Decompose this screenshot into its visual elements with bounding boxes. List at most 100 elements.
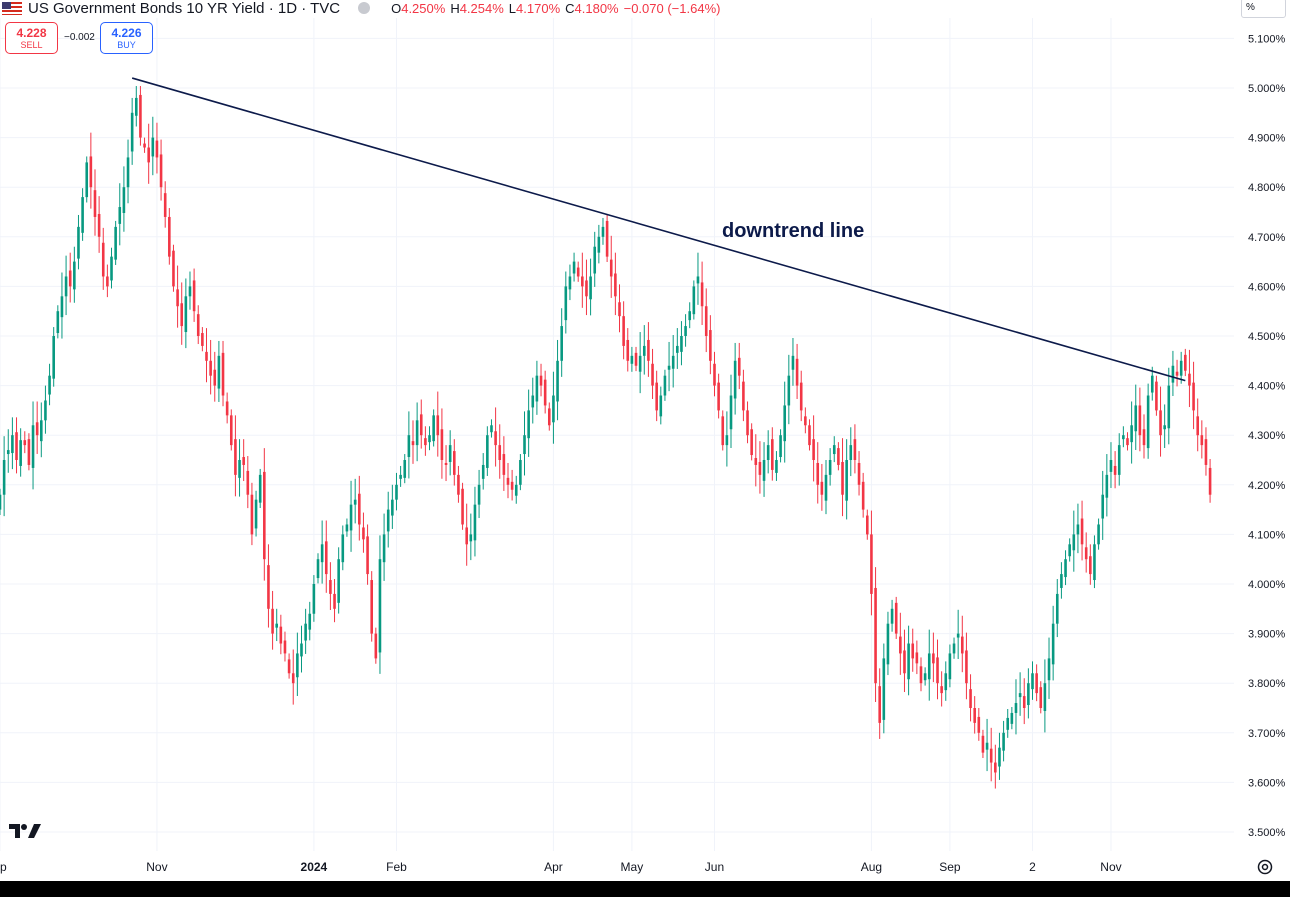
candle [176, 265, 179, 328]
candle [721, 410, 725, 451]
candle [494, 407, 497, 467]
y-tick-label: 3.900% [1248, 629, 1286, 641]
candle [97, 196, 101, 253]
candle [382, 513, 386, 581]
candle [23, 431, 27, 454]
candle [217, 340, 221, 402]
candle [130, 97, 134, 165]
candle [1072, 510, 1076, 572]
candle [188, 271, 192, 310]
y-tick-label: 3.800% [1248, 678, 1286, 690]
candle [143, 137, 146, 153]
candle [932, 632, 935, 683]
axis-unit-toggle[interactable]: % [1241, 0, 1286, 18]
candle [655, 370, 658, 422]
candle [560, 308, 563, 377]
grid [0, 18, 1234, 851]
candle [514, 475, 518, 504]
candle [77, 214, 80, 270]
candle [209, 339, 212, 395]
buy-button[interactable]: 4.226 BUY [100, 22, 153, 54]
candle [923, 667, 927, 686]
y-axis[interactable]: 5.100% 5.000% 4.900% 4.800% 4.700% 4.600% 4.50… [1248, 33, 1286, 839]
candle [808, 419, 811, 451]
candle [973, 696, 976, 734]
candle [985, 718, 989, 772]
y-tick-label: 4.000% [1248, 579, 1286, 591]
candle [1126, 432, 1129, 451]
candle [663, 369, 667, 401]
candle [576, 261, 580, 282]
y-tick-label: 4.700% [1248, 232, 1286, 244]
ohlc-values: O 4.250% H 4.254% L 4.170% C 4.180% −0.070 (… [386, 1, 720, 16]
candle [787, 354, 791, 425]
candle [19, 428, 22, 477]
candle [799, 370, 803, 422]
x-tick-label: Nov [146, 860, 167, 874]
y-tick-label: 4.100% [1248, 529, 1286, 541]
x-tick-label: Sep [939, 860, 961, 874]
candle [994, 744, 997, 789]
candle [543, 370, 547, 414]
y-tick-label: 4.300% [1248, 430, 1286, 442]
downtrend-line[interactable] [131, 77, 1186, 382]
candle [353, 478, 357, 524]
bottom-bar [0, 881, 1290, 897]
candle [486, 426, 489, 476]
low-value: 4.170% [516, 0, 561, 16]
candle [1130, 401, 1133, 464]
candle [358, 475, 361, 541]
candle [163, 181, 167, 228]
candle [31, 401, 35, 490]
candle [457, 465, 460, 503]
candle [940, 671, 943, 707]
candle [890, 599, 894, 632]
candle [337, 547, 340, 614]
candle [911, 628, 915, 672]
candle [296, 632, 299, 696]
chart-header: US Government Bonds 10 YR Yield · 1D · T… [0, 0, 720, 17]
candle [824, 460, 828, 515]
sell-button[interactable]: 4.228 SELL [5, 22, 58, 54]
candle [11, 417, 14, 470]
x-tick-label: Jun [705, 860, 724, 874]
candle [1076, 503, 1080, 554]
candle [539, 363, 543, 397]
candle [477, 469, 481, 519]
x-axis[interactable]: ep Nov 2024 Feb Apr May Jun Aug Sep 2 Nov [0, 860, 1122, 874]
downtrend-annotation[interactable]: downtrend line [722, 220, 864, 242]
candle [110, 247, 113, 289]
candle [680, 321, 683, 366]
candle [977, 708, 981, 741]
candle [391, 484, 394, 529]
settings-icon[interactable] [1256, 858, 1274, 876]
candle [527, 389, 530, 457]
candle [1105, 454, 1109, 517]
symbol-title[interactable]: US Government Bonds 10 YR Yield · 1D · T… [28, 0, 341, 17]
candle [461, 482, 464, 530]
candle [1022, 678, 1026, 725]
candle [1179, 351, 1183, 384]
x-tick-label: Apr [544, 860, 563, 874]
x-tick-label: May [621, 860, 644, 874]
tradingview-logo[interactable] [8, 822, 42, 840]
candle [1068, 538, 1071, 562]
candle [870, 510, 873, 616]
market-status-icon[interactable] [358, 2, 371, 14]
candle [1109, 442, 1113, 488]
candle [386, 491, 390, 548]
candle [882, 643, 886, 734]
candle [812, 415, 815, 482]
candle [614, 252, 617, 316]
candle [221, 340, 225, 407]
candle [919, 657, 923, 692]
candle [56, 305, 60, 339]
candle [64, 255, 68, 316]
candle [52, 327, 55, 387]
candle [308, 601, 312, 641]
candle [965, 632, 968, 700]
x-tick-label: 2024 [301, 860, 328, 874]
x-tick-label: Nov [1100, 860, 1121, 874]
